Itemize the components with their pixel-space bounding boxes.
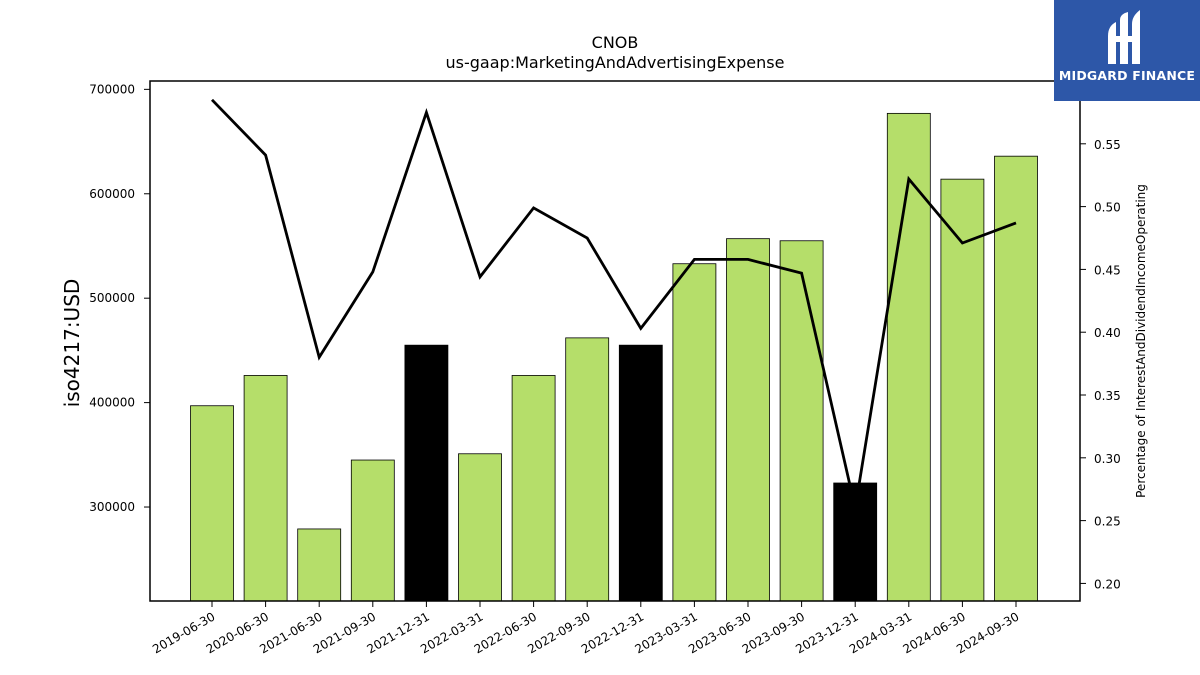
bar-2019-06-30 (190, 405, 234, 602)
y2-tick-label-5: 0.45 (1094, 263, 1121, 277)
bar-2023-03-31 (672, 263, 717, 602)
bar-2021-12-31 (404, 344, 449, 602)
bars-layer (190, 112, 1038, 602)
bar-2021-06-30 (297, 528, 342, 602)
bar-2024-09-30 (994, 155, 1038, 602)
y2-tick-label-4: 0.40 (1094, 326, 1121, 340)
bar-2022-12-31 (618, 344, 663, 602)
y2-tick-label-6: 0.50 (1094, 201, 1121, 215)
y2-tick-label-2: 0.30 (1094, 452, 1121, 466)
bar-2022-06-30 (511, 375, 556, 602)
chart-subtitle: us-gaap:MarketingAndAdvertisingExpense (446, 53, 785, 72)
chart-title: CNOB (592, 33, 639, 52)
bar-2020-06-30 (243, 375, 288, 602)
midgard-finance-logo: MIDGARD FINANCE (1054, 0, 1200, 101)
y2-tick-label-1: 0.25 (1094, 515, 1121, 529)
y2-tick-label-3: 0.35 (1094, 389, 1121, 403)
y-tick-label-600000: 600000 (89, 187, 135, 201)
bar-2023-06-30 (726, 238, 770, 602)
y-axis-label: iso4217:USD (60, 279, 84, 408)
line-layer (210, 98, 1017, 509)
bar-2021-09-30 (350, 459, 395, 602)
percentage-line (210, 98, 1017, 509)
bar-2023-09-30 (779, 240, 824, 602)
midgard-logo-icon (1108, 10, 1140, 64)
axes-layer: 300000 400000 500000 600000 700000 0.20 0.25 0.… (89, 80, 1121, 656)
y2-tick-label-0: 0.20 (1094, 577, 1121, 591)
bar-2024-06-30 (940, 178, 985, 602)
y2-axis-label: Percentage of InterestAndDividendIncomeO… (1134, 184, 1148, 498)
logo-text: MIDGARD FINANCE (1058, 68, 1196, 83)
bar-2022-09-30 (565, 337, 610, 602)
y-tick-label-400000: 400000 (89, 396, 135, 410)
y2-tick-label-7: 0.55 (1094, 138, 1121, 152)
y-tick-label-700000: 700000 (89, 82, 135, 96)
plot-frame (149, 80, 1081, 602)
y-tick-label-300000: 300000 (89, 500, 135, 514)
y-tick-label-500000: 500000 (89, 291, 135, 305)
bar-2022-03-31 (458, 453, 502, 602)
